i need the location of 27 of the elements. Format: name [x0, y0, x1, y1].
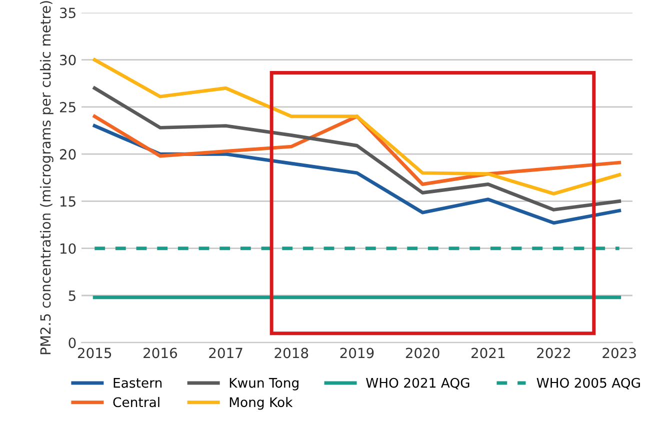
- line-series: [92, 114, 622, 186]
- x-tick-label: 2016: [144, 348, 178, 358]
- y-tick-label: 5: [68, 290, 76, 301]
- x-tick-label: 2023: [602, 348, 636, 358]
- y-tick-label: 0: [68, 338, 76, 348]
- y-axis-title: PM2.5 concentration (micrograms per cubic metre): [40, 1, 54, 354]
- legend-label: WHO 2021 AQG: [366, 378, 470, 390]
- x-tick-label: 2020: [406, 348, 440, 358]
- line-series: [92, 58, 622, 196]
- legend-label: WHO 2005 AQG: [536, 378, 640, 390]
- line-series: [92, 86, 622, 212]
- y-tick-label: 25: [60, 102, 76, 112]
- x-tick-label: 2019: [340, 348, 374, 358]
- x-tick-label: 2018: [274, 348, 308, 358]
- legend-label: Mong Kok: [230, 396, 293, 410]
- legend-label: Eastern: [114, 378, 162, 388]
- y-tick-label: 15: [60, 196, 76, 207]
- x-tick-label: 2021: [471, 348, 505, 358]
- x-tick-label: 2015: [78, 348, 112, 358]
- y-tick-label: 20: [60, 149, 76, 160]
- y-tick-label: 30: [60, 54, 76, 66]
- legend-label: Kwun Tong: [230, 378, 298, 390]
- x-tick-label: 2017: [209, 348, 242, 358]
- y-tick-label: 35: [60, 8, 76, 18]
- x-tick-label: 2022: [537, 348, 570, 358]
- legend-label: Central: [113, 396, 160, 408]
- y-tick-label: 10: [60, 243, 76, 254]
